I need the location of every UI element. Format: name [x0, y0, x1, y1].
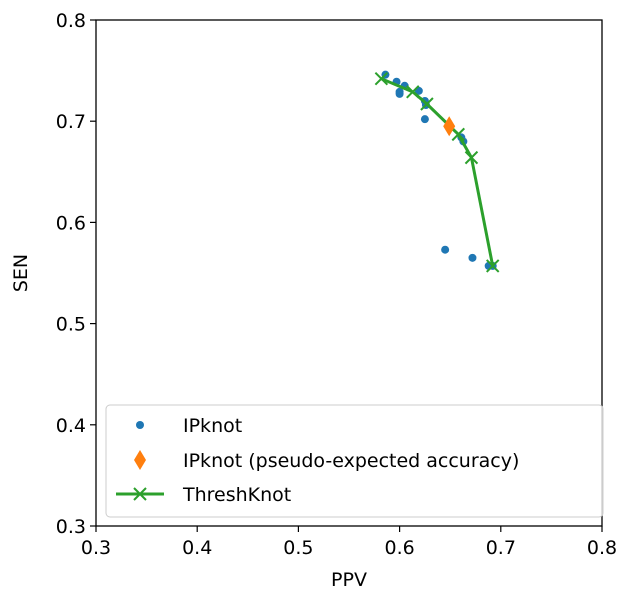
tick-layer: 0.3 0.4 0.5 0.6 0.7 0.8 0.3 0.4 0.5 0.6 0.7 0.8 [56, 10, 617, 559]
threshknot-line [380, 77, 495, 267]
threshknot-point-5-stroke-b [485, 259, 500, 273]
threshknot-point-4 [464, 150, 479, 165]
legend-marker-threshknot-stroke-b [133, 487, 147, 501]
ipknot-point-8 [420, 115, 429, 124]
series-layer [374, 70, 500, 273]
legend-marker-ipknot-pea [134, 450, 146, 470]
threshknot-point-1 [406, 85, 420, 99]
y-tick-label-3: 0.6 [56, 212, 86, 234]
ipknot-point-4 [395, 89, 404, 98]
legend-marker-threshknot [133, 487, 147, 501]
y-tick-label-2: 0.5 [56, 314, 86, 336]
threshknot-point-5 [485, 259, 500, 273]
x-tick-label-1: 0.4 [182, 537, 212, 559]
plot-frame [95, 19, 603, 527]
y-axis-label: SEN [10, 254, 32, 292]
x-tick-label-5: 0.8 [587, 537, 617, 559]
y-tick-label-0: 0.3 [56, 516, 86, 538]
legend-label-ipknot-pea: IPknot (pseudo-expected accuracy) [183, 450, 519, 472]
ipknot-pea-point-0 [443, 116, 456, 137]
x-tick-label-3: 0.6 [384, 537, 414, 559]
threshknot-point-0-stroke-b [374, 71, 389, 86]
legend-label-ipknot: IPknot [183, 415, 242, 437]
legend-box [105, 404, 604, 518]
legend-label-threshknot: ThreshKnot [182, 484, 291, 506]
threshknot-point-1-stroke-b [406, 85, 420, 99]
y-tick-label-1: 0.4 [56, 415, 86, 437]
threshknot-point-3-stroke-b [451, 127, 466, 142]
threshknot-point-3 [451, 127, 466, 142]
x-tick-label-4: 0.7 [486, 537, 516, 559]
legend-marker-ipknot [136, 421, 144, 429]
ipknot-point-11 [441, 245, 450, 254]
x-axis-label: PPV [331, 569, 367, 591]
legend-markers [116, 421, 164, 501]
y-tick-label-5: 0.8 [56, 10, 86, 32]
legend: IPknot IPknot (pseudo-expected accuracy)… [105, 404, 604, 518]
threshknot-point-4-stroke-b [464, 150, 479, 165]
threshknot-point-2 [420, 97, 434, 111]
x-tick-label-0: 0.3 [81, 537, 111, 559]
ipknot-point-12 [468, 253, 477, 262]
threshknot-point-2-stroke-b [420, 97, 434, 111]
threshknot-point-0 [374, 71, 389, 86]
x-tick-label-2: 0.5 [283, 537, 313, 559]
y-tick-label-4: 0.7 [56, 111, 86, 133]
